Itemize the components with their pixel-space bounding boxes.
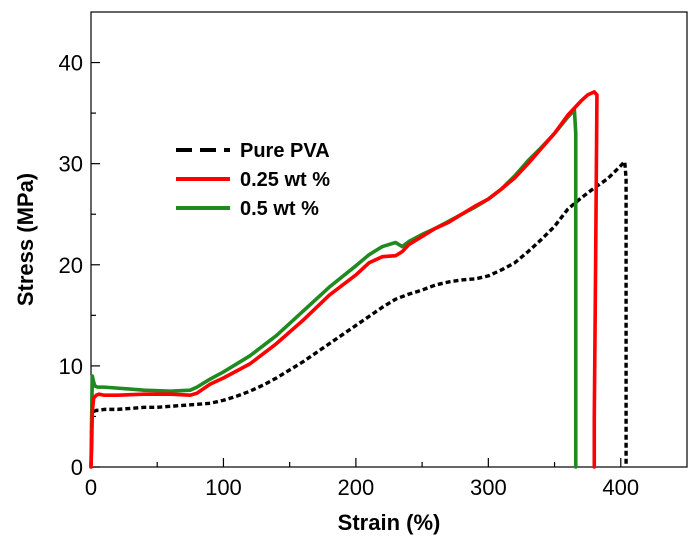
y-tick-label: 40 <box>59 51 83 76</box>
y-tick-label: 0 <box>71 455 83 480</box>
y-tick-label: 10 <box>59 354 83 379</box>
legend: Pure PVA 0.25 wt % 0.5 wt % <box>176 140 330 220</box>
x-tick-label: 300 <box>470 475 507 500</box>
series-line-pure-pva <box>89 159 628 468</box>
series-line-0-25-wt <box>89 90 599 469</box>
x-tick-label: 0 <box>85 475 97 500</box>
x-tick-label: 200 <box>338 475 375 500</box>
axes-layer: 0 100 200 300 400 0 10 20 30 40 <box>59 11 688 500</box>
series-line-0-5-wt <box>89 108 578 469</box>
plot-frame <box>90 11 688 468</box>
x-axis-label: Strain (%) <box>338 510 441 535</box>
y-tick-label: 20 <box>59 253 83 278</box>
x-tick-label: 400 <box>602 475 639 500</box>
legend-label: Pure PVA <box>240 140 330 162</box>
legend-label: 0.25 wt % <box>240 169 330 191</box>
legend-label: 0.5 wt % <box>240 198 319 220</box>
series-layer <box>89 90 628 469</box>
y-tick-label: 30 <box>59 152 83 177</box>
y-axis-label: Stress (MPa) <box>13 173 38 306</box>
x-tick-label: 100 <box>205 475 242 500</box>
